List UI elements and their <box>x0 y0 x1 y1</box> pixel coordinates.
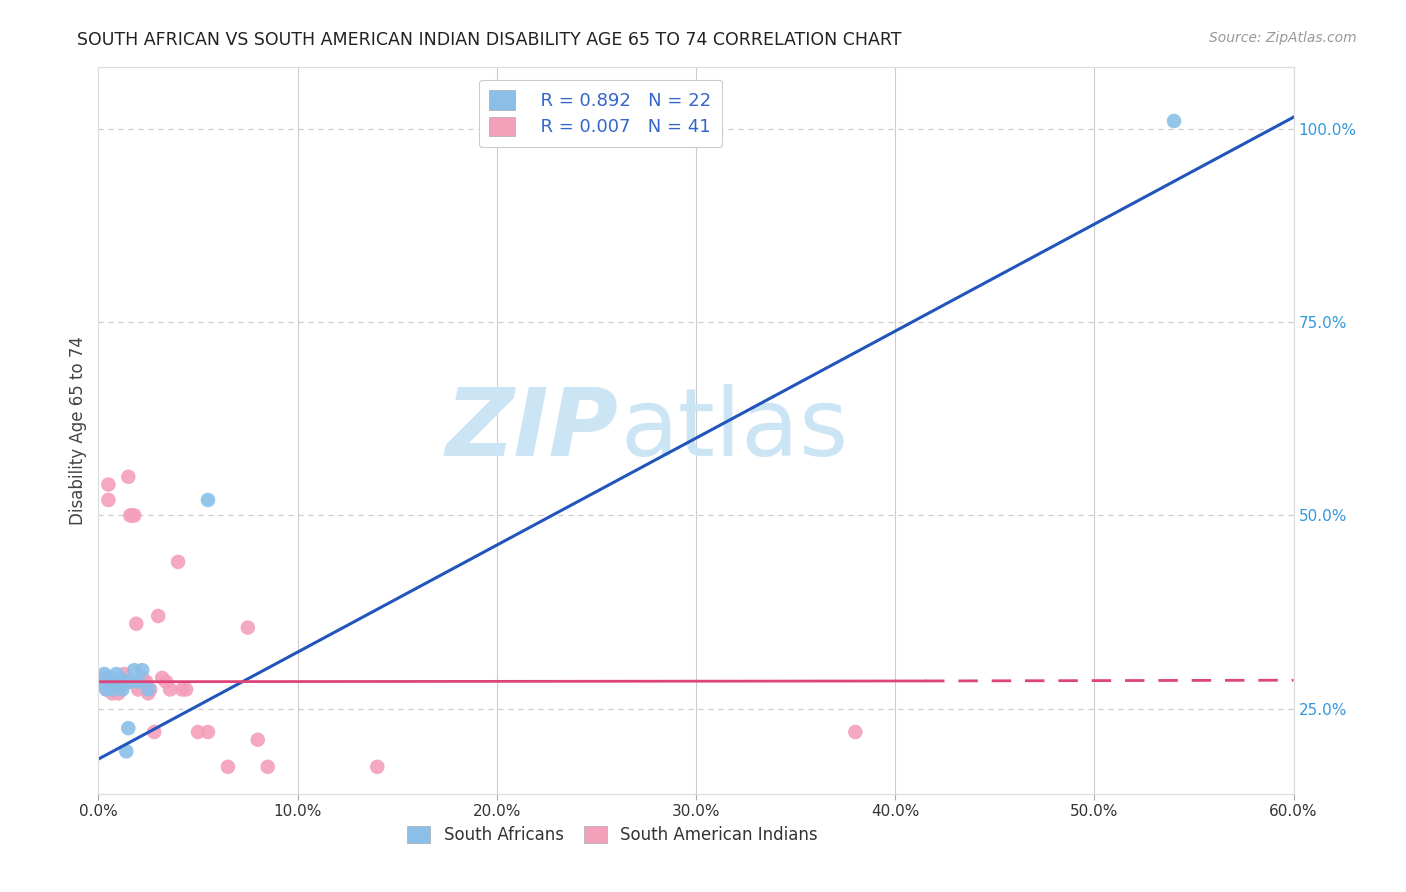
Point <box>93 671 115 685</box>
Point <box>236 621 259 635</box>
Text: Source: ZipAtlas.com: Source: ZipAtlas.com <box>1209 31 1357 45</box>
Legend: South Africans, South American Indians: South Africans, South American Indians <box>401 820 824 851</box>
Point <box>136 686 159 700</box>
Point <box>187 725 209 739</box>
Point <box>124 663 146 677</box>
Point <box>93 667 115 681</box>
Point <box>155 674 177 689</box>
Point <box>148 609 170 624</box>
Point <box>136 682 159 697</box>
Point <box>150 671 173 685</box>
Point <box>131 663 153 677</box>
Point <box>97 671 120 685</box>
Text: SOUTH AFRICAN VS SOUTH AMERICAN INDIAN DISABILITY AGE 65 TO 74 CORRELATION CHART: SOUTH AFRICAN VS SOUTH AMERICAN INDIAN D… <box>77 31 901 49</box>
Point <box>174 682 197 697</box>
Point <box>107 674 129 689</box>
Point <box>167 555 190 569</box>
Point <box>96 682 118 697</box>
Point <box>1163 114 1185 128</box>
Point <box>139 682 162 697</box>
Point <box>110 671 132 685</box>
Point <box>127 674 149 689</box>
Point <box>111 674 134 689</box>
Point <box>112 674 135 689</box>
Point <box>135 674 157 689</box>
Point <box>256 760 278 774</box>
Point <box>120 674 142 689</box>
Point <box>172 682 194 697</box>
Text: ZIP: ZIP <box>446 384 619 476</box>
Point <box>120 508 142 523</box>
Point <box>143 725 166 739</box>
Point <box>117 470 139 484</box>
Point <box>96 682 118 697</box>
Point <box>844 725 866 739</box>
Point <box>197 493 219 508</box>
Point <box>107 679 129 693</box>
Point <box>101 686 124 700</box>
Point <box>107 674 129 689</box>
Point <box>131 671 153 685</box>
Point <box>105 679 128 693</box>
Y-axis label: Disability Age 65 to 74: Disability Age 65 to 74 <box>69 336 87 524</box>
Point <box>112 667 135 681</box>
Point <box>115 674 138 689</box>
Point <box>91 674 114 689</box>
Point <box>97 477 120 491</box>
Point <box>217 760 239 774</box>
Point <box>97 493 120 508</box>
Point <box>121 508 143 523</box>
Text: atlas: atlas <box>620 384 849 476</box>
Point <box>101 682 124 697</box>
Point <box>246 732 269 747</box>
Point <box>110 679 132 693</box>
Point <box>115 744 138 758</box>
Point <box>197 725 219 739</box>
Point <box>98 674 122 689</box>
Point <box>98 679 122 693</box>
Point <box>111 682 134 697</box>
Point <box>124 508 146 523</box>
Point <box>103 679 125 693</box>
Point <box>159 682 181 697</box>
Point <box>127 682 149 697</box>
Point <box>117 721 139 735</box>
Point <box>103 682 125 697</box>
Point <box>105 667 128 681</box>
Point <box>107 686 129 700</box>
Point <box>366 760 388 774</box>
Point <box>125 616 148 631</box>
Point <box>91 674 114 689</box>
